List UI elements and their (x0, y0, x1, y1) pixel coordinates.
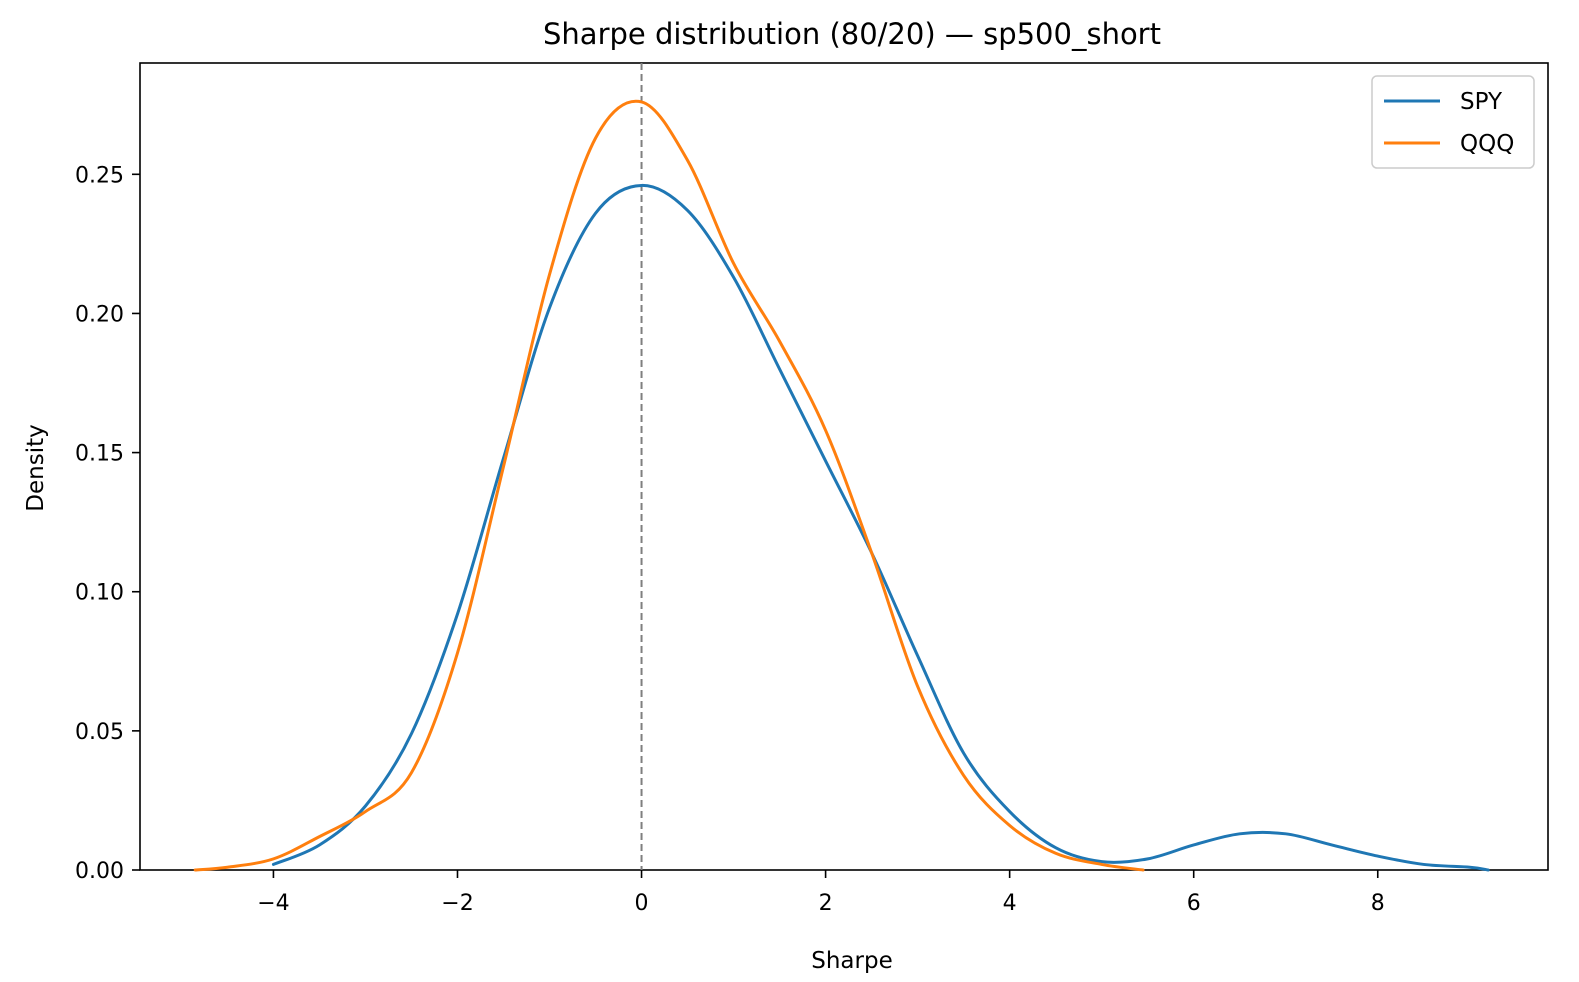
y-axis: 0.00 0.05 0.10 0.15 0.20 0.25 (75, 163, 140, 884)
chart-title: Sharpe distribution (80/20) — sp500_shor… (543, 17, 1161, 51)
legend-label-qqq: QQQ (1460, 131, 1514, 157)
y-tick-label: 0.00 (75, 859, 124, 884)
x-tick-label: 8 (1371, 891, 1385, 916)
series-line-spy (271, 183, 1490, 872)
y-tick-label: 0.05 (75, 720, 124, 745)
plot-area (139, 62, 1549, 871)
legend: SPY QQQ (1371, 75, 1535, 169)
x-tick-label: 2 (819, 891, 833, 916)
x-axis: −4 −2 0 2 4 6 8 (257, 870, 1385, 916)
y-tick-label: 0.25 (75, 163, 124, 188)
x-tick-label: −4 (257, 891, 289, 916)
x-tick-label: 0 (635, 891, 649, 916)
plot-frame (139, 62, 1549, 871)
x-tick-label: 4 (1003, 891, 1017, 916)
y-tick-label: 0.10 (75, 581, 124, 606)
x-axis-label: Sharpe (811, 948, 892, 974)
x-tick-label: −2 (441, 891, 473, 916)
legend-box (1371, 75, 1535, 169)
y-tick-label: 0.20 (75, 302, 124, 327)
series-lines (193, 99, 1490, 872)
y-axis-label: Density (23, 424, 49, 511)
legend-label-spy: SPY (1460, 89, 1503, 115)
y-tick-label: 0.15 (75, 442, 124, 467)
x-tick-label: 6 (1187, 891, 1201, 916)
series-line-qqq (193, 99, 1145, 872)
